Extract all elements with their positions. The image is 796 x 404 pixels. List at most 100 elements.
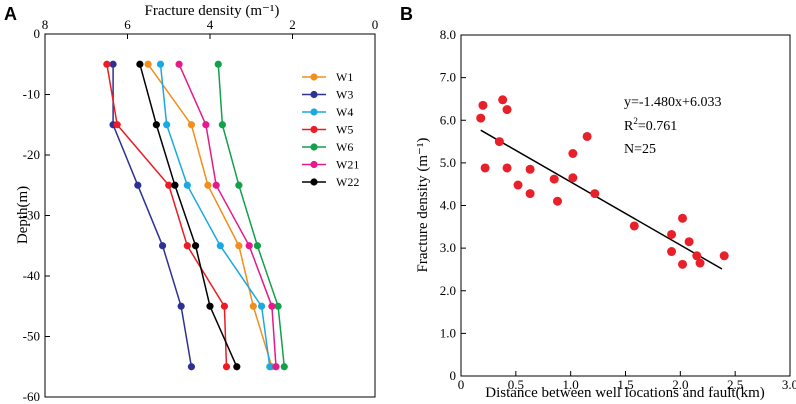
scatter-point [678,213,688,223]
scatter-point [549,174,559,184]
data-point-w4 [266,363,274,371]
panel-a-series [103,60,288,371]
data-point-w1 [235,242,243,250]
y-tick-label: 3.0 [440,240,456,255]
data-point-w6 [274,302,282,310]
regression-line [480,129,723,270]
series-line-w5 [106,64,228,367]
series-line-w4 [159,64,271,367]
panel-a-y-axis-label: Depth(m) [15,186,31,244]
y-tick-label: 4.0 [440,198,456,213]
data-point-w4 [216,242,224,250]
scatter-point [590,189,600,199]
data-point-w22 [206,302,214,310]
data-point-w3 [109,60,117,68]
y-tick-label: 6.0 [440,112,456,127]
scatter-point [478,100,488,110]
data-point-w22 [171,181,179,189]
series-line-w21 [178,63,277,367]
panel-a-x-axis-label: Fracture density (m⁻¹) [145,3,280,19]
panel-a-x-ticks: 8 6 4 2 0 [42,17,379,39]
series-line-w6 [217,64,286,367]
y-tick-label: -10 [23,87,40,102]
scatter-point [719,251,729,261]
scatter-point [678,259,688,269]
y-tick-label: 2.0 [440,283,456,298]
y-tick-label: 7.0 [440,70,456,85]
r-squared-label: R [624,119,634,134]
r-squared-value: =0.761 [638,119,677,134]
y-tick-label: 5.0 [440,155,456,170]
legend-label-w5: W5 [336,123,353,137]
sample-count: N=25 [624,142,656,157]
scatter-point [684,237,694,247]
scatter-point [502,105,512,115]
legend-marker-w22 [310,178,318,186]
y-tick-label: -40 [23,268,40,283]
data-point-w21 [202,121,210,129]
legend-marker-w4 [310,108,318,116]
data-point-w5 [103,60,111,68]
data-point-w5 [113,121,121,129]
series-line-w1 [147,63,273,368]
data-point-w1 [204,181,212,189]
panel-b: B Distance between well locations and fa… [400,4,796,401]
panel-a-legend: W1 W3 W4 W5 W6 W21 W22 [302,70,359,189]
data-point-w6 [214,60,222,68]
y-tick-label: -60 [23,389,40,404]
data-point-w1 [187,121,196,129]
scatter-point [494,137,504,147]
scatter-point [667,229,677,239]
data-point-w1 [249,302,257,310]
x-tick-label: 0 [458,377,465,392]
y-tick-label: -30 [23,208,40,223]
panel-letter-a: A [4,4,17,24]
data-point-w21 [272,363,280,371]
x-tick-label: 1.0 [563,377,579,392]
legend-marker-w1 [310,73,318,81]
x-tick-label: 3.0 [782,377,796,392]
data-point-w5 [165,181,173,189]
panel-b-x-axis-label: Distance between well locations and faul… [485,385,765,401]
data-point-w4 [163,121,171,129]
scatter-point [629,221,639,231]
r-squared-superscript: 2 [633,116,638,126]
legend-label-w21: W21 [336,158,359,172]
data-point-w6 [218,121,226,129]
x-tick-label: 0.5 [508,377,524,392]
data-point-w3 [177,302,185,310]
data-point-w21 [175,60,183,68]
panel-b-x-ticks: 0 0.5 1.0 1.5 2.0 2.5 3.0 [458,371,796,392]
panel-b-regression [480,129,723,270]
scatter-point [476,113,486,123]
data-point-w4 [156,60,165,68]
x-tick-label: 2 [289,17,296,32]
scatter-point [667,247,677,257]
data-point-w22 [152,121,160,129]
x-tick-label: 6 [124,17,131,32]
scatter-point [692,251,702,261]
scatter-point [568,173,578,183]
data-point-w21 [245,242,253,250]
panel-a-frame [44,33,376,398]
panel-b-y-axis-label: Fracture density (m⁻¹) [415,138,431,273]
legend-label-w4: W4 [336,105,353,119]
legend-label-w3: W3 [336,88,353,102]
legend-label-w1: W1 [336,70,353,84]
scatter-point [502,163,512,173]
panel-a-y-ticks: 0 -10 -20 -30 -40 -50 -60 [23,26,50,404]
y-tick-label: 0 [450,368,457,383]
data-point-w3 [158,242,167,250]
y-tick-label: 1.0 [440,325,456,340]
data-point-w22 [136,60,144,68]
x-tick-label: 0 [372,17,379,32]
panel-b-annotations: y=-1.480x+6.033 R2=0.761 N=25 [624,95,721,157]
data-point-w6 [253,242,262,250]
y-tick-label: 8.0 [440,27,456,42]
legend-marker-w3 [310,90,318,99]
data-point-w4 [257,302,266,310]
panel-letter-b: B [400,4,413,24]
legend-marker-w6 [310,143,318,151]
legend-marker-w5 [310,125,318,134]
